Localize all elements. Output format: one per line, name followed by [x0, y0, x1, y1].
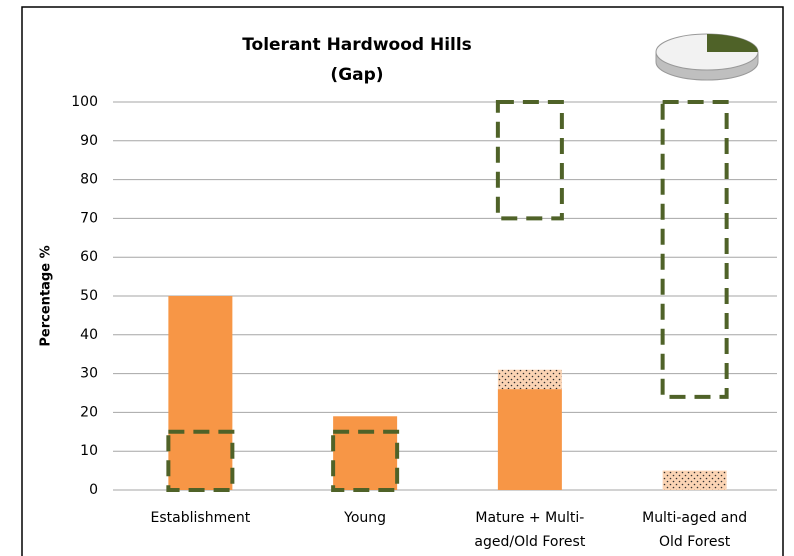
y-tick-label: 100: [71, 94, 98, 110]
y-tick-label: 90: [80, 133, 98, 149]
frame: [21, 6, 784, 556]
y-tick-label: 60: [80, 249, 98, 265]
y-tick-label: 80: [80, 172, 98, 188]
x-tick-label: Mature + Multi-: [475, 510, 584, 526]
range-box: [660, 100, 729, 399]
range-box: [495, 100, 564, 221]
pie-icon: [655, 33, 759, 81]
bar: [168, 296, 233, 490]
x-tick-label: aged/Old Forest: [474, 534, 585, 550]
y-tick-label: 50: [80, 288, 98, 304]
y-axis-label: Percentage %: [39, 245, 54, 346]
bar: [662, 470, 727, 490]
chart-title: Tolerant Hardwood Hills: [242, 35, 472, 55]
y-tick-label: 70: [80, 210, 98, 226]
range-box: [331, 429, 400, 492]
x-tick-label: Multi-aged and: [642, 510, 747, 526]
y-tick-label: 20: [80, 404, 98, 420]
bar: [497, 369, 562, 390]
y-tick-label: 30: [80, 366, 98, 382]
y-tick-label: 0: [89, 482, 98, 498]
x-tick-label: Old Forest: [659, 534, 731, 550]
chart-title: (Gap): [330, 65, 383, 85]
y-tick-label: 10: [80, 443, 98, 459]
x-tick-label: Establishment: [151, 510, 251, 526]
bar: [497, 389, 562, 490]
y-tick-label: 40: [80, 327, 98, 343]
range-box: [166, 429, 235, 492]
x-tick-label: Young: [343, 510, 386, 526]
bar: [333, 416, 398, 490]
